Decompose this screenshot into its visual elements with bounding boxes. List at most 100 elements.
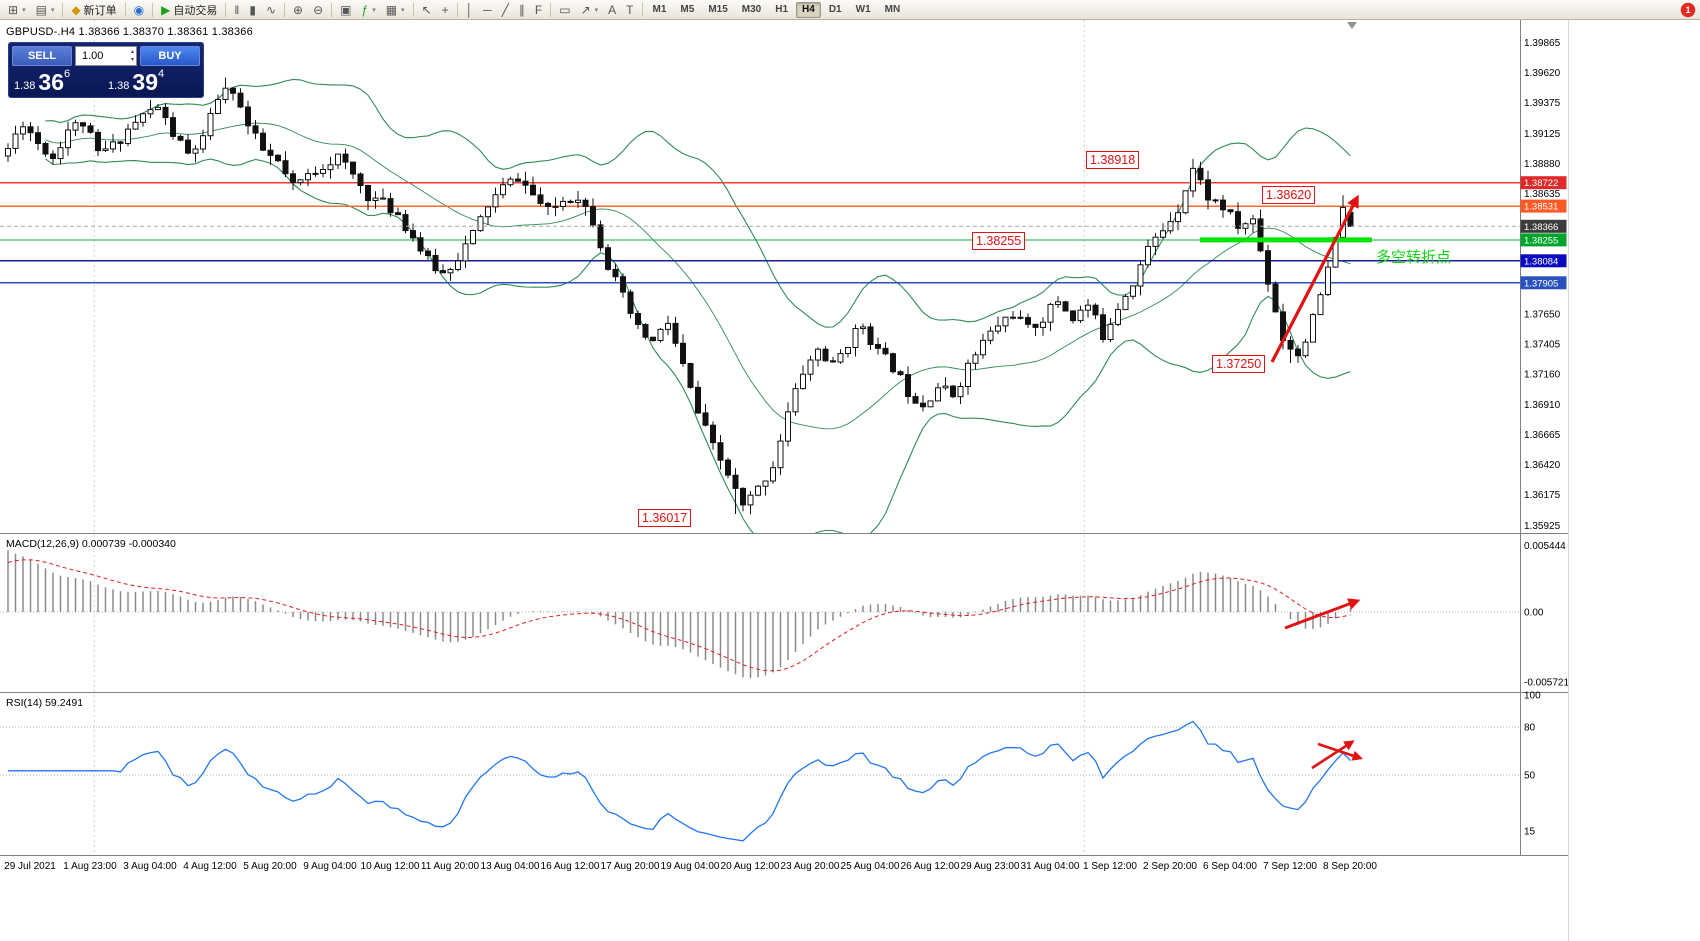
fibonacci-button[interactable]: F xyxy=(530,1,547,19)
horizontal-line-button[interactable]: ─ xyxy=(478,1,497,19)
fibonacci-icon: F xyxy=(534,2,543,17)
zoom-out-button[interactable]: ⊖ xyxy=(308,1,328,19)
arrows-tool-button[interactable]: ↗ ▾ xyxy=(576,1,604,19)
toolbar-separator xyxy=(550,2,552,17)
time-axis-label: 1 Sep 12:00 xyxy=(1083,861,1137,872)
sell-button[interactable]: SELL xyxy=(12,46,72,66)
bullish-arrow xyxy=(1270,194,1359,363)
rsi-arrow xyxy=(1311,740,1355,770)
price-tick: 1.39375 xyxy=(1524,98,1561,109)
line-chart-button[interactable]: ∿ xyxy=(261,1,281,19)
price-axis[interactable]: 1.39865 1.39620 1.39375 1.39125 1.38880 1.386… xyxy=(1520,38,1569,838)
profiles-button[interactable]: ▤ ▾ xyxy=(31,1,60,19)
equidistant-channel-icon: ∥ xyxy=(518,2,525,17)
timeframe-w1-button[interactable]: W1 xyxy=(855,4,871,15)
time-axis-label: 7 Sep 12:00 xyxy=(1263,861,1317,872)
notification-badge[interactable]: 1 xyxy=(1681,3,1695,17)
indicators-button[interactable]: ƒ ▾ xyxy=(357,1,381,19)
buy-button[interactable]: BUY xyxy=(140,46,200,66)
new-order-button[interactable]: ◆ 新订单 xyxy=(66,1,121,19)
crosshair-button[interactable]: + xyxy=(437,1,454,19)
bar-chart-button[interactable]: ‖ xyxy=(229,1,244,19)
price-tick: 1.38635 xyxy=(1524,189,1561,200)
rsi-arrow xyxy=(1317,742,1363,761)
time-axis-label: 11 Aug 20:00 xyxy=(421,861,480,872)
shapes-icon: ▭ xyxy=(559,2,571,17)
time-axis-label: 20 Aug 12:00 xyxy=(721,861,780,872)
price-callout[interactable]: 1.38255 xyxy=(972,232,1026,250)
dropdown-arrow-icon: ▾ xyxy=(594,6,599,14)
timeframe-d1-button[interactable]: D1 xyxy=(828,4,842,15)
zoom-in-button[interactable]: ⊕ xyxy=(288,1,308,19)
bid-pipette: 6 xyxy=(64,68,71,80)
zoom-out-icon: ⊖ xyxy=(313,2,324,17)
axis-level-box xyxy=(1520,254,1567,268)
rsi-axis-tick: 50 xyxy=(1524,771,1536,782)
right-margin xyxy=(1568,20,1700,941)
timeframe-m1-button[interactable]: M1 xyxy=(652,4,667,15)
line-chart-icon: ∿ xyxy=(265,2,277,17)
axis-level-box xyxy=(1520,219,1567,233)
rsi-axis-tick: 15 xyxy=(1524,827,1536,838)
chart-note-text[interactable]: 多空转折点 xyxy=(1376,249,1452,266)
bid-big-digits: 36 xyxy=(38,69,65,96)
main-price-pane[interactable] xyxy=(0,77,1520,546)
timeframe-m30-button[interactable]: M30 xyxy=(741,4,762,15)
timeframe-mn-button[interactable]: MN xyxy=(884,4,901,15)
ask-pipette: 4 xyxy=(158,68,165,80)
bid-price[interactable]: 1.38 36 6 xyxy=(12,68,106,94)
price-tick: 1.39125 xyxy=(1524,129,1561,140)
ask-price[interactable]: 1.38 39 4 xyxy=(106,68,200,94)
tile-windows-button[interactable]: ▣ xyxy=(335,1,356,19)
lot-size-input[interactable]: 1.00 ▴ ▾ xyxy=(75,46,137,66)
ask-big-digits: 39 xyxy=(132,69,159,96)
spinner-up-icon[interactable]: ▴ xyxy=(130,49,134,55)
axis-level-price: 1.38255 xyxy=(1524,235,1558,246)
price-tick: 1.38880 xyxy=(1524,159,1561,170)
lot-spinner[interactable]: ▴ ▾ xyxy=(131,48,134,64)
text-tool-button[interactable]: A xyxy=(603,1,621,19)
candles[interactable] xyxy=(5,77,1354,515)
axis-level-price: 1.38366 xyxy=(1524,222,1558,233)
spinner-down-icon[interactable]: ▾ xyxy=(130,57,134,63)
chart-shift-marker-icon xyxy=(1347,22,1357,29)
price-tick: 1.36910 xyxy=(1524,400,1561,411)
trendline-button[interactable]: ╱ xyxy=(497,1,514,19)
timeframe-m15-button[interactable]: M15 xyxy=(708,4,728,15)
vertical-line-button[interactable]: │ xyxy=(461,1,479,19)
macd-axis-tick: -0.005721 xyxy=(1524,678,1568,689)
time-axis-label: 3 Aug 04:00 xyxy=(123,861,177,872)
price-tick: 1.37650 xyxy=(1524,310,1561,321)
timeframe-h4-button[interactable]: H4 xyxy=(796,1,821,18)
periods-button[interactable]: ▦ ▾ xyxy=(381,1,410,19)
time-axis-label: 1 Aug 23:00 xyxy=(63,861,117,872)
rsi-pane[interactable] xyxy=(0,720,1520,842)
chart-workspace: 1.39865 1.39620 1.39375 1.39125 1.38880 1.386… xyxy=(0,20,1700,941)
candlestick-chart-button[interactable]: ▮ xyxy=(244,1,261,19)
chart-canvas[interactable]: 1.398651.396201.393751.391251.388801.386… xyxy=(0,20,1568,941)
autotrading-button[interactable]: ▶ 自动交易 xyxy=(156,1,222,19)
shapes-button[interactable]: ▭ xyxy=(554,1,575,19)
market-watch-button[interactable]: ◉ xyxy=(129,1,149,19)
cursor-button[interactable]: ↖ xyxy=(417,1,437,19)
toolbar-separator xyxy=(456,2,458,17)
macd-up-arrow xyxy=(1284,598,1361,630)
new-chart-button[interactable]: ⊞ ▾ xyxy=(3,1,31,19)
text-label-button[interactable]: T xyxy=(621,1,638,19)
cursor-icon: ↖ xyxy=(421,2,432,17)
time-axis-label: 8 Sep 20:00 xyxy=(1323,861,1377,872)
horizontal-line-icon: ─ xyxy=(483,2,492,17)
price-callout[interactable]: 1.38620 xyxy=(1262,186,1316,204)
price-callout[interactable]: 1.37250 xyxy=(1212,355,1266,373)
equidistant-channel-button[interactable]: ∥ xyxy=(514,1,530,19)
dropdown-arrow-icon: ▾ xyxy=(401,6,405,14)
time-axis-label: 17 Aug 20:00 xyxy=(601,861,660,872)
timeframe-m5-button[interactable]: M5 xyxy=(680,4,695,15)
price-callout[interactable]: 1.38918 xyxy=(1086,151,1140,169)
price-tick: 1.39620 xyxy=(1524,68,1561,79)
price-callout[interactable]: 1.36017 xyxy=(638,509,692,527)
timeframe-h1-button[interactable]: H1 xyxy=(775,4,789,15)
time-axis[interactable]: 29 Jul 2021 1 Aug 23:00 3 Aug 04:00 4 Aug 1… xyxy=(4,861,1377,872)
macd-pane[interactable] xyxy=(0,550,1520,679)
dropdown-arrow-icon: ▾ xyxy=(22,6,26,14)
